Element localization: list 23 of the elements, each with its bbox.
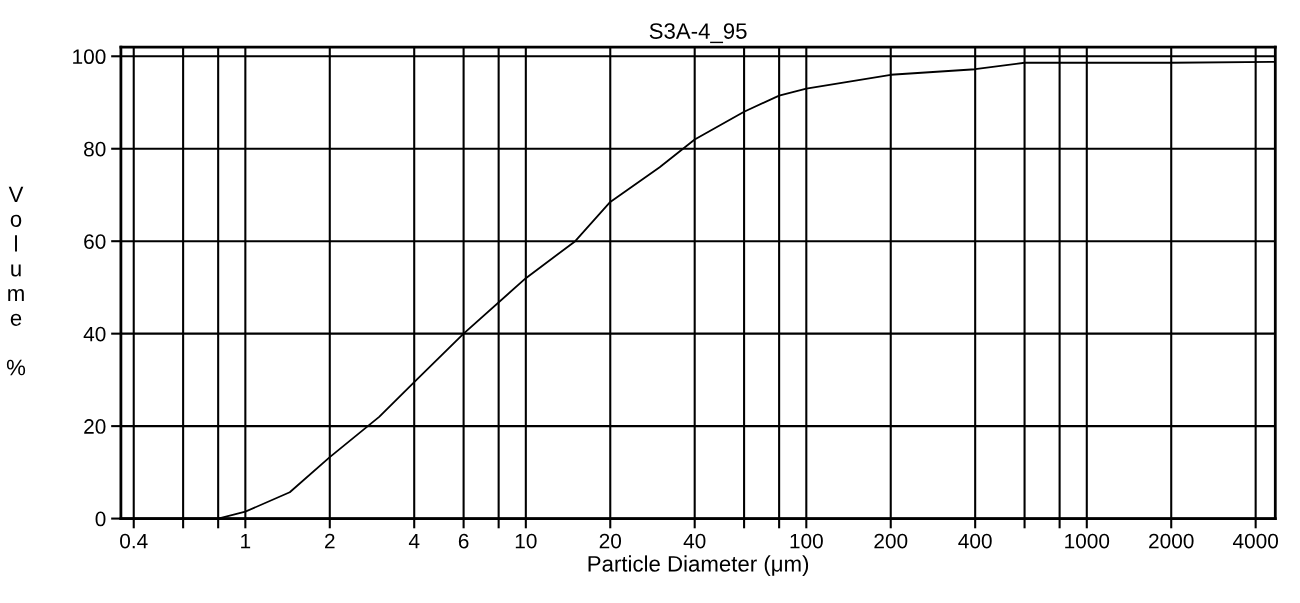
x-tick-label: 100 bbox=[790, 533, 823, 549]
y-tick-label: 40 bbox=[83, 326, 106, 342]
x-tick-label: 4 bbox=[408, 533, 420, 549]
chart-title: S3A-4_95 bbox=[649, 23, 747, 44]
x-tick-label: 20 bbox=[599, 533, 622, 549]
y-tick-label: 20 bbox=[84, 419, 106, 434]
x-tick-label: 40 bbox=[683, 533, 706, 549]
x-tick-label: 1000 bbox=[1065, 533, 1110, 549]
x-tick-label: 4000 bbox=[1232, 533, 1279, 549]
x-tick-label: 0.4 bbox=[120, 533, 148, 549]
x-tick-label: 6 bbox=[458, 533, 469, 549]
y-tick-label: 60 bbox=[84, 234, 106, 249]
y-tick-label: 0 bbox=[95, 511, 106, 527]
x-tick-label: 2 bbox=[325, 533, 335, 549]
text: Volume % bbox=[6, 186, 26, 376]
y-tick-label: 80 bbox=[84, 141, 106, 157]
x-tick-label: 2000 bbox=[1149, 533, 1194, 549]
x-tick-label: 400 bbox=[958, 533, 992, 549]
x-tick-label: 200 bbox=[874, 533, 908, 549]
y-tick-label: 100 bbox=[73, 49, 106, 65]
x-tick-label: 1 bbox=[241, 533, 251, 549]
x-tick-label: 10 bbox=[515, 533, 537, 549]
x-axis-title: Particle Diameter (μm) bbox=[588, 555, 809, 577]
